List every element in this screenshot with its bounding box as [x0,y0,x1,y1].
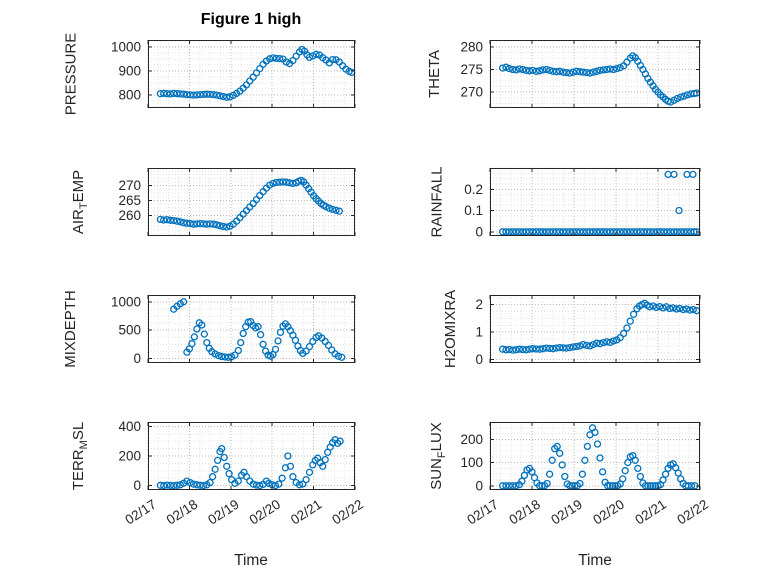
svg-text:900: 900 [118,64,141,79]
ylabel-text: SUNFLUX [428,422,448,490]
svg-text:200: 200 [118,449,141,464]
subplot-sun-flux: SUNFLUX 0 100 200 02/17 02/18 02/19 02/20 02/21… [428,421,711,528]
ylabel-text: THETA [426,50,446,98]
svg-text:275: 275 [460,62,483,77]
subplot-pressure: PRESSURE 800 900 1000 [62,33,356,115]
ylabel-pre: H2OMIXRA [442,289,460,369]
ylabel-pre: TERR [70,449,87,491]
subplot-air-temp: AIRTEMP 260 265 270 [70,168,356,236]
svg-text:400: 400 [118,419,141,434]
ylabel-pre: MIXDEPTH [62,290,80,368]
plot-area-rainfall: 0 0.1 0.2 [464,167,701,239]
svg-text:02/20: 02/20 [590,497,627,528]
svg-text:500: 500 [118,323,141,338]
svg-text:02/22: 02/22 [329,497,366,528]
svg-text:0: 0 [475,224,483,239]
svg-text:02/20: 02/20 [247,497,284,528]
svg-text:02/17: 02/17 [122,497,159,528]
svg-text:0: 0 [133,478,141,493]
y-axis-label-pressure: PRESSURE [62,33,82,116]
plot-area-mixdepth: 0 500 1000 [111,294,356,366]
ylabel-text: MIXDEPTH [62,290,82,368]
plot-area-theta: 270 275 280 [460,39,701,108]
ylabel-pre: THETA [426,49,443,99]
ylabel-pre: PRESSURE [62,32,79,116]
plot-area-pressure: 800 900 1000 [111,40,356,108]
svg-text:02/18: 02/18 [506,497,543,528]
svg-text:02/18: 02/18 [164,497,201,528]
ylabel-text: H2OMIXRA [442,290,462,368]
svg-text:270: 270 [460,85,483,100]
svg-text:200: 200 [460,432,483,447]
ylabel-sub: F [436,451,448,459]
subplot-mixdepth: MIXDEPTH 0 500 1000 [62,290,356,368]
ylabel-pre: AIR [70,209,88,235]
svg-text:1: 1 [475,325,483,340]
plot-area-h2omixra: 0 1 2 [475,295,701,367]
ylabel-text: PRESSURE [62,33,82,116]
ylabel-post: EMP [70,169,88,203]
svg-text:02/22: 02/22 [674,497,711,528]
plot-area-terr-msl: 0 200 400 02/17 02/18 02/19 02/20 02/21 02/22 [118,419,365,528]
y-axis-label-terr-msl: TERRMSL [70,422,90,490]
subplot-h2omixra: H2OMIXRA 0 1 2 [442,290,701,368]
figure-title: Figure 1 high [200,11,302,28]
svg-text:0: 0 [475,352,483,367]
svg-text:02/19: 02/19 [548,497,585,528]
ylabel-sub: T [78,202,91,210]
ylabel-pre: RAINFALL [428,166,445,238]
ylabel-text: TERRMSL [70,422,90,490]
x-axis-label-left: Time [234,552,268,569]
y-axis-label-sun-flux: SUNFLUX [428,422,448,490]
svg-text:100: 100 [460,455,483,470]
y-axis-label-air-temp: AIRTEMP [70,168,90,236]
x-axis-label-right: Time [578,552,612,569]
plot-area-sun-flux: 0 100 200 02/17 02/18 02/19 02/20 02/21 02/22 [460,421,711,528]
svg-text:02/21: 02/21 [632,497,669,528]
svg-text:0.2: 0.2 [464,182,483,197]
svg-text:02/21: 02/21 [288,497,325,528]
svg-text:0: 0 [133,351,141,366]
svg-text:02/17: 02/17 [464,497,501,528]
subplot-theta: THETA 270 275 280 [426,39,701,108]
svg-text:260: 260 [118,208,141,223]
y-axis-label-mixdepth: MIXDEPTH [62,290,82,368]
svg-text:270: 270 [118,178,141,193]
svg-text:02/19: 02/19 [205,497,242,528]
ylabel-sub: M [78,440,90,450]
y-axis-label-rainfall: RAINFALL [428,167,448,238]
ylabel-post: LUX [428,422,445,452]
subplot-terr-msl: TERRMSL 0 200 400 02/17 02/18 02/19 02/20 02/21… [70,419,366,528]
y-axis-label-h2omixra: H2OMIXRA [442,290,462,368]
ylabel-post: SL [70,421,87,441]
ylabel-text: AIRTEMP [70,170,90,234]
svg-text:265: 265 [118,193,141,208]
svg-text:0.1: 0.1 [464,203,483,218]
y-axis-label-theta: THETA [426,40,446,108]
ylabel-text: RAINFALL [428,167,448,238]
svg-text:280: 280 [460,39,483,54]
ylabel-pre: SUN [428,458,445,490]
svg-text:1000: 1000 [111,294,141,309]
svg-text:2: 2 [475,297,483,312]
svg-text:0: 0 [475,478,483,493]
svg-text:1000: 1000 [111,40,141,55]
subplot-rainfall: RAINFALL 0 0.1 0.2 [428,167,701,239]
svg-text:800: 800 [118,87,141,102]
